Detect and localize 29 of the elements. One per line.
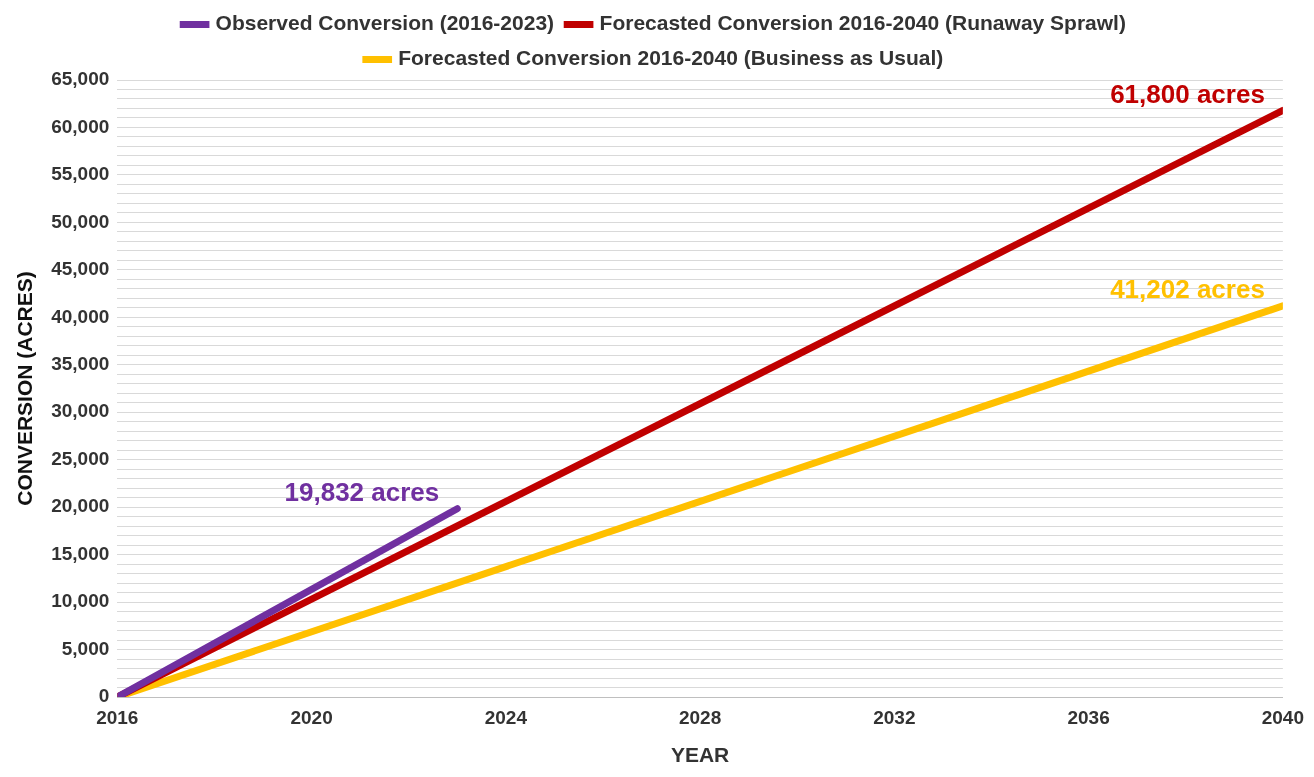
y-tick-label: 50,000 <box>51 210 110 232</box>
x-tick-label: 2024 <box>484 706 528 728</box>
x-tick-label: 2016 <box>96 706 139 728</box>
legend-label: Forecasted Conversion 2016-2040 (Business as Usual) <box>398 46 944 70</box>
y-tick-label: 20,000 <box>51 495 110 517</box>
y-tick-label: 5,000 <box>61 637 110 659</box>
y-tick-label: 30,000 <box>51 400 110 422</box>
x-tick-label: 2020 <box>290 706 333 728</box>
data-label: 19,832 acres <box>284 476 440 507</box>
y-tick-label: 0 <box>98 685 110 707</box>
x-tick-label: 2028 <box>678 706 722 728</box>
y-tick-label: 35,000 <box>51 353 110 374</box>
y-tick-label: 25,000 <box>51 447 110 469</box>
y-tick-label: 55,000 <box>51 163 110 185</box>
y-axis-title: CONVERSION (ACRES) <box>13 271 37 506</box>
y-tick-label: 45,000 <box>51 258 110 280</box>
legend-label: Forecasted Conversion 2016-2040 (Runaway Sprawl) <box>599 11 1126 35</box>
y-tick-label: 65,000 <box>51 68 110 90</box>
x-tick-label: 2036 <box>1067 706 1110 728</box>
x-tick-label: 2032 <box>873 706 916 728</box>
data-label: 61,800 acres <box>1110 78 1265 109</box>
y-tick-label: 60,000 <box>51 115 110 137</box>
y-tick-label: 15,000 <box>51 542 110 564</box>
x-axis-title: YEAR <box>670 743 730 767</box>
x-tick-label: 2040 <box>1261 706 1305 728</box>
y-tick-label: 10,000 <box>51 590 110 612</box>
y-tick-label: 40,000 <box>51 305 110 327</box>
data-label: 41,202 acres <box>1110 274 1265 305</box>
legend-label: Observed Conversion (2016-2023) <box>215 11 555 35</box>
